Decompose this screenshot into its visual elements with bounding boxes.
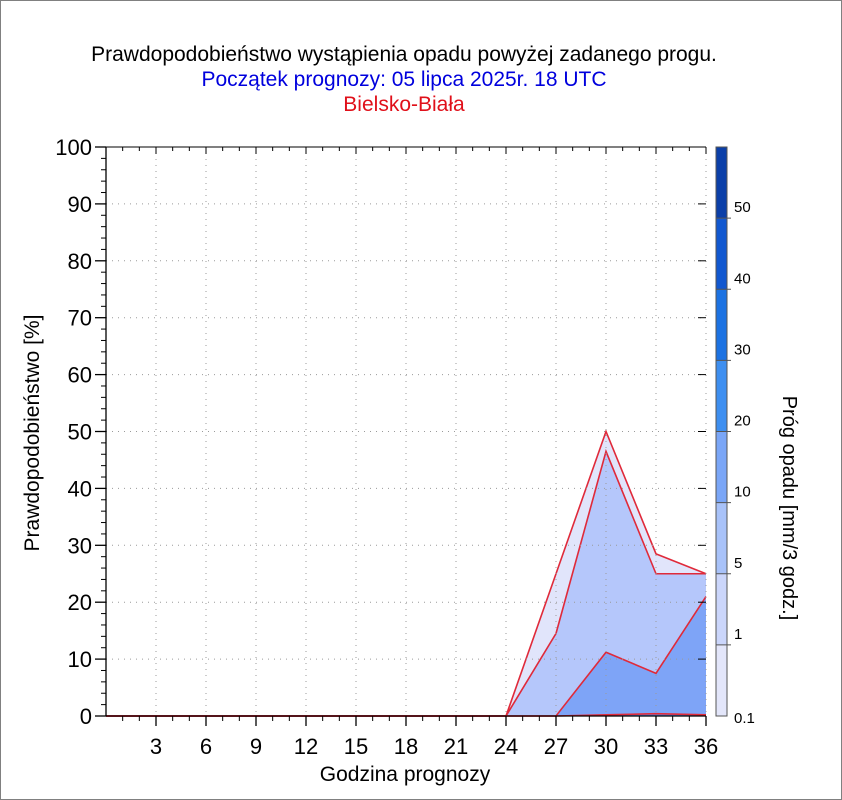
colorbar-label-7: 50 — [734, 199, 751, 216]
colorbar-label-5: 30 — [734, 341, 751, 358]
colorbar-label-6: 40 — [734, 270, 751, 287]
y-axis-label: Prawdopodobieństwo [%] — [21, 315, 44, 552]
y-tick-label-9: 90 — [68, 192, 92, 217]
location-name: Bielsko-Biała — [343, 93, 465, 116]
colorbar-label-0: 0.1 — [734, 710, 755, 727]
x-tick-label-5: 18 — [394, 734, 418, 759]
colorbar-label-2: 5 — [734, 555, 742, 572]
y-tick-label-4: 40 — [68, 476, 92, 501]
y-tick-label-10: 100 — [55, 135, 92, 160]
colorbar-segment-5 — [716, 289, 727, 361]
chart-title: Prawdopodobieństwo wystąpienia opadu pow… — [91, 43, 717, 66]
x-tick-label-11: 36 — [694, 734, 718, 759]
x-tick-label-6: 21 — [444, 734, 468, 759]
colorbar-segment-2 — [716, 502, 727, 574]
colorbar-segment-3 — [716, 431, 727, 503]
colorbar-label-3: 10 — [734, 484, 751, 501]
x-axis-label: Godzina prognozy — [320, 763, 491, 786]
y-tick-label-1: 10 — [68, 647, 92, 672]
x-tick-label-1: 6 — [200, 734, 212, 759]
y-tick-label-3: 30 — [68, 533, 92, 558]
colorbar-segment-1 — [716, 573, 727, 645]
area-threshold-2 — [106, 596, 706, 716]
colorbar-label: Próg opadu [mm/3 godz.] — [778, 396, 800, 621]
y-tick-label-0: 0 — [80, 704, 92, 729]
x-tick-label-10: 33 — [644, 734, 668, 759]
y-tick-label-7: 70 — [68, 306, 92, 331]
colorbar: 0.1 1 5 10 20 30 40 50 — [715, 146, 755, 727]
colorbar-segment-7 — [716, 147, 727, 219]
y-tick-label-2: 20 — [68, 590, 92, 615]
x-tick-label-8: 27 — [544, 734, 568, 759]
x-tick-label-3: 12 — [294, 734, 318, 759]
area-threshold-1 — [106, 451, 706, 716]
colorbar-segment-6 — [716, 218, 727, 290]
x-tick-label-7: 24 — [494, 734, 518, 759]
x-tick-label-2: 9 — [250, 734, 262, 759]
chart-subtitle: Początek prognozy: 05 lipca 2025r. 18 UT… — [201, 68, 607, 91]
x-tick-label-4: 15 — [344, 734, 368, 759]
colorbar-segment-0 — [716, 644, 727, 716]
y-tick-label-5: 50 — [68, 420, 92, 445]
colorbar-label-4: 20 — [734, 413, 751, 430]
x-tick-label-0: 3 — [150, 734, 162, 759]
x-tick-label-9: 30 — [594, 734, 618, 759]
y-tick-label-8: 80 — [68, 249, 92, 274]
colorbar-label-1: 1 — [734, 626, 742, 643]
y-tick-label-6: 60 — [68, 363, 92, 388]
colorbar-segment-4 — [716, 360, 727, 432]
